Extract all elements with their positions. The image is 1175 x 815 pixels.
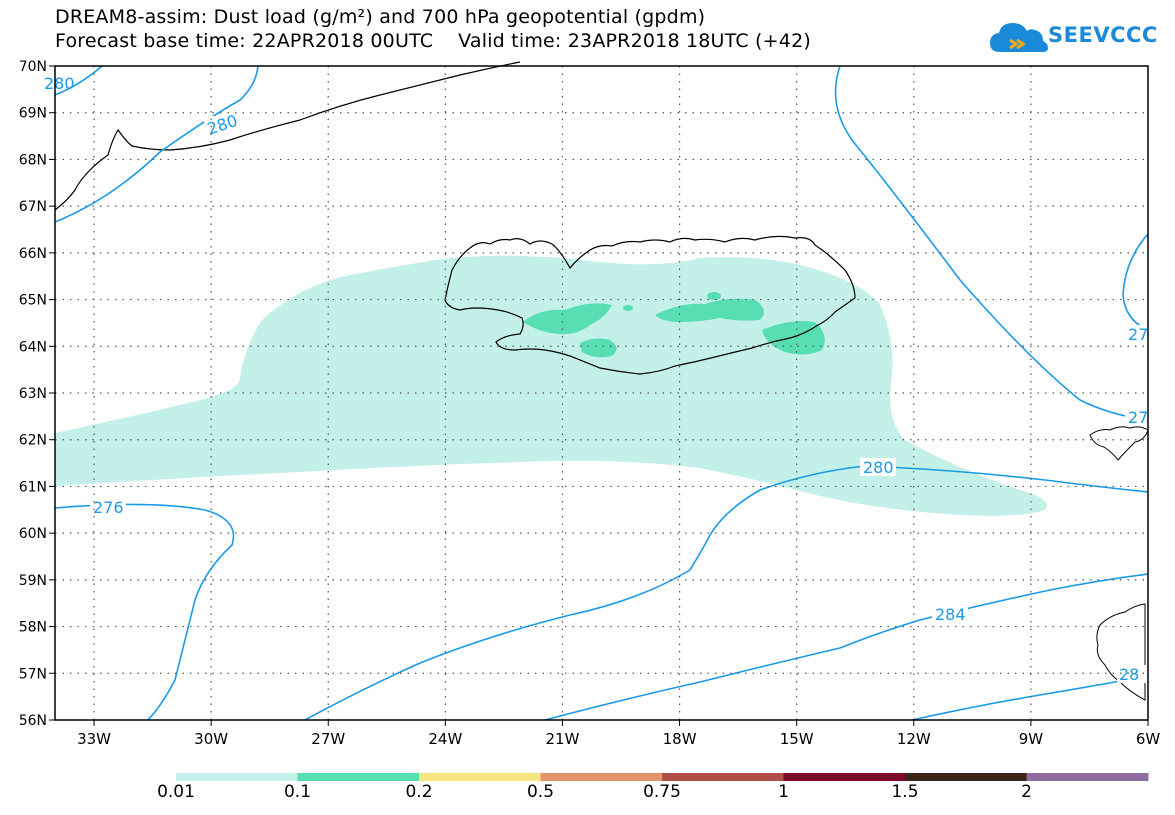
map-subtitle: Forecast base time: 22APR2018 00UTC Vali…: [55, 30, 811, 52]
legend-swatch: [540, 773, 663, 781]
latitude-label: 56N: [19, 713, 47, 729]
legend-label: 2: [1021, 782, 1032, 802]
dust-area-mid-small-2: [623, 305, 633, 311]
latitude-label: 61N: [19, 479, 47, 495]
contour-label: 280: [863, 458, 894, 477]
contour-label: 280: [44, 74, 75, 93]
legend-label: 0.1: [283, 782, 312, 802]
longitude-label: 12W: [897, 730, 931, 748]
contour-label: 27: [1128, 325, 1148, 344]
faroe-coastline: [1089, 426, 1149, 461]
legend-swatch: [176, 773, 298, 781]
dust-area-mid-central: [655, 298, 764, 322]
legend-label: 0.5: [526, 782, 555, 802]
longitude-label: 15W: [780, 730, 814, 748]
longitude-label: 33W: [77, 730, 111, 748]
latitude-label: 69N: [19, 106, 47, 122]
axis-ticks: 33W 30W 27W 24W 21W 18W 15W 12W 9W 6W 70N 69N 68N 67N…: [19, 59, 1161, 748]
legend-label: 1: [778, 782, 789, 802]
legend-label: 0.01: [157, 782, 195, 802]
contour-280-south: [304, 465, 1149, 721]
logo-text: SEEVCCC: [1048, 23, 1158, 47]
contour-label: 284: [935, 605, 966, 624]
latitude-label: 66N: [19, 246, 47, 262]
dust-area-low: [55, 255, 1048, 516]
legend-swatch: [1026, 773, 1149, 781]
latitude-label: 62N: [19, 433, 47, 449]
contour-label: 280: [205, 111, 240, 139]
contour-east: [834, 65, 1149, 421]
dust-area-mid-east: [762, 321, 825, 355]
longitude-label: 27W: [311, 730, 345, 748]
legend-label: 0.2: [405, 782, 433, 802]
greenland-coastline: [54, 61, 521, 211]
longitude-label: 24W: [428, 730, 462, 748]
contour-east-2: [1122, 233, 1149, 331]
contour-label: 28: [1119, 665, 1139, 684]
seevccc-logo: SEEVCCC: [990, 18, 1170, 58]
latitude-label: 59N: [19, 573, 47, 589]
legend-swatch: [419, 773, 541, 781]
latitude-label: 58N: [19, 620, 47, 636]
longitude-label: 6W: [1136, 730, 1161, 748]
latitude-label: 64N: [19, 339, 47, 355]
dust-area-mid-south: [580, 338, 617, 358]
legend-label: 0.75: [643, 782, 681, 802]
dust-area-mid-small: [707, 292, 721, 300]
color-legend: [176, 773, 1149, 781]
longitude-label: 30W: [194, 730, 228, 748]
contour-280-north: [54, 65, 259, 223]
dust-area-mid-west: [523, 303, 612, 335]
legend-swatch: [297, 773, 420, 781]
cloud-icon: [990, 23, 1048, 52]
latitude-label: 60N: [19, 526, 47, 542]
longitude-label: 9W: [1019, 730, 1044, 748]
iceland-coastline: [444, 235, 856, 375]
legend-swatch: [662, 773, 784, 781]
legend-swatch: [905, 773, 1027, 781]
contour-label: 276: [93, 498, 124, 517]
latitude-label: 68N: [19, 152, 47, 168]
longitude-label: 21W: [546, 730, 580, 748]
legend-swatch: [783, 773, 906, 781]
latitude-label: 65N: [19, 293, 47, 309]
map-title: DREAM8-assim: Dust load (g/m²) and 700 h…: [55, 6, 706, 28]
contour-280-northwest: [54, 65, 103, 96]
latitude-label: 67N: [19, 199, 47, 215]
contour-label: 27: [1128, 408, 1148, 427]
latitude-label: 57N: [19, 666, 47, 682]
contour-284: [544, 573, 1149, 721]
longitude-label: 18W: [663, 730, 697, 748]
latitude-label: 63N: [19, 386, 47, 402]
legend-label: 1.5: [891, 782, 919, 802]
latitude-label: 70N: [19, 59, 47, 75]
contour-276: [54, 503, 235, 721]
scotland-coastline: [1096, 603, 1146, 701]
contour-southeast: [911, 675, 1149, 721]
